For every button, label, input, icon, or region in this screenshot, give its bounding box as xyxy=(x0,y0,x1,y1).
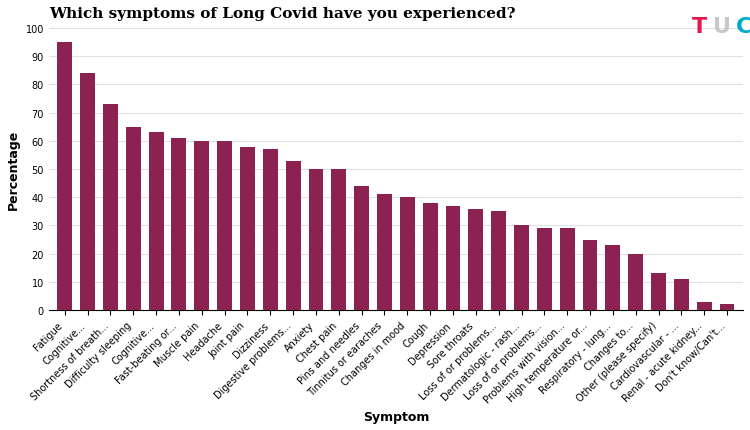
Text: Which symptoms of Long Covid have you experienced?: Which symptoms of Long Covid have you ex… xyxy=(49,7,515,21)
Bar xyxy=(172,139,186,310)
Y-axis label: Percentage: Percentage xyxy=(7,130,20,210)
Text: T: T xyxy=(692,17,707,37)
Bar xyxy=(514,226,529,310)
Bar xyxy=(377,195,392,310)
Bar xyxy=(720,305,734,310)
Bar xyxy=(126,127,141,310)
Bar xyxy=(240,147,255,310)
Bar xyxy=(651,274,666,310)
Text: U: U xyxy=(712,17,730,37)
X-axis label: Symptom: Symptom xyxy=(363,410,429,423)
Bar xyxy=(148,133,164,310)
Bar xyxy=(217,141,232,310)
Bar xyxy=(583,240,598,310)
Bar xyxy=(308,170,323,310)
Bar xyxy=(400,198,415,310)
Bar xyxy=(491,212,506,310)
Bar xyxy=(628,254,644,310)
Bar xyxy=(354,187,369,310)
Bar xyxy=(605,246,620,310)
Bar xyxy=(332,170,346,310)
Bar xyxy=(194,141,209,310)
Bar xyxy=(697,302,712,310)
Bar xyxy=(560,229,574,310)
Bar xyxy=(446,206,460,310)
Bar xyxy=(537,229,552,310)
Bar xyxy=(57,43,72,310)
Bar xyxy=(286,161,301,310)
Bar xyxy=(469,209,483,310)
Bar xyxy=(674,280,688,310)
Bar xyxy=(80,74,95,310)
Bar xyxy=(423,203,437,310)
Text: C: C xyxy=(736,17,750,37)
Bar xyxy=(262,150,278,310)
Bar xyxy=(103,105,118,310)
